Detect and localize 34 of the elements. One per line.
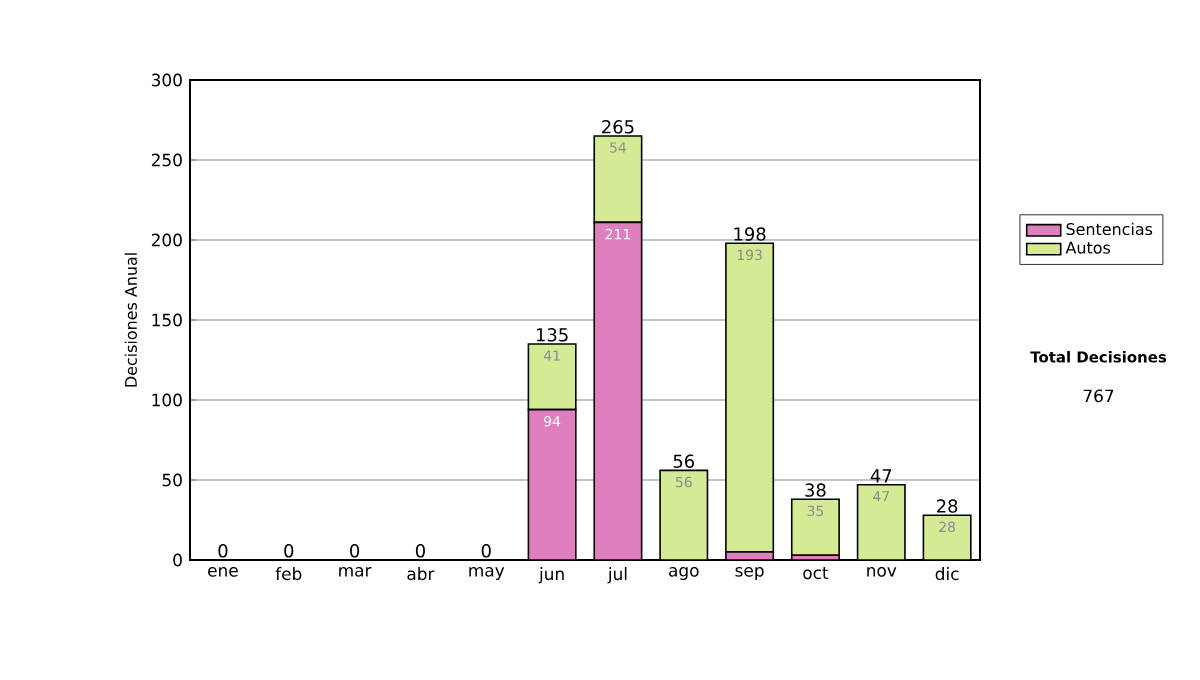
y-tick-label: 200 [151,233,182,247]
total-label: 56 [673,454,695,468]
y-tick-label: 100 [152,393,182,407]
total-label: 198 [734,227,766,241]
text: 767 [1083,389,1114,403]
total-label: 47 [870,469,892,483]
total-label: 0 [284,544,294,558]
total-label: 0 [350,544,360,558]
y-tick-label: 250 [151,153,182,167]
bar [725,242,775,553]
bar [790,498,840,556]
total-label: 0 [481,544,491,558]
x-tick-label: mar [339,567,372,577]
x-tick-label: jun [538,567,564,584]
x-tick-label: ene [208,567,238,577]
total-label: 265 [602,120,634,134]
total-label: 38 [805,483,826,497]
total-label: 135 [536,328,568,342]
x-tick-label: dic [935,567,959,581]
x-tick-label: sep [735,567,764,581]
y-tick-label: 300 [151,73,182,87]
x-tick-label: may [469,567,505,581]
y-tick-label: 0 [173,553,182,567]
x-tick-label: oct [803,567,829,580]
total-label: 28 [937,499,958,513]
y-tick-label: 50 [162,473,182,487]
x-tick-label: feb [275,567,302,581]
total-label: 0 [415,544,425,558]
x-tick-label: ago [669,567,699,581]
y-tick-label: 150 [152,313,182,327]
x-tick-label: nov [867,567,897,577]
total-label: 0 [218,544,228,558]
x-tick-label: abr [407,567,435,581]
x-tick-label: jul [607,567,627,584]
